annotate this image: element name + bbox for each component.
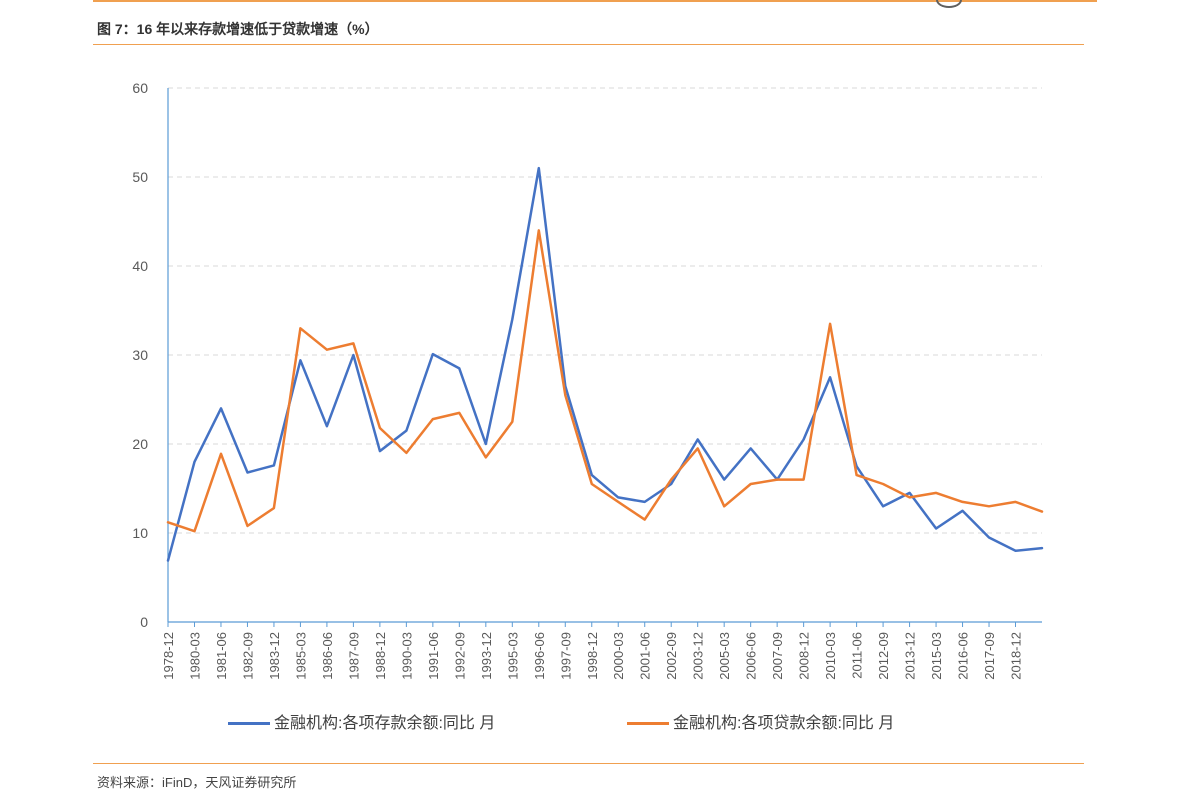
legend-item-loan: 金融机构:各项贷款余额:同比 月	[627, 709, 894, 733]
y-tick-label: 0	[140, 614, 148, 630]
legend-swatch-deposit	[228, 722, 270, 726]
x-tick-label: 1983-12	[267, 632, 282, 680]
x-tick-label: 1985-03	[293, 632, 308, 680]
series-lines	[166, 166, 1044, 562]
x-tick-label: 2015-03	[929, 632, 944, 680]
series-loan-line	[166, 229, 1044, 533]
gridlines	[168, 87, 1042, 534]
legend-label-deposit: 金融机构:各项存款余额:同比 月	[274, 715, 496, 732]
x-tick-label: 2011-06	[850, 632, 865, 679]
x-tick-label: 2010-03	[823, 632, 838, 680]
source-divider	[93, 763, 1084, 764]
x-tick-label: 2001-06	[638, 632, 653, 680]
x-tick-label: 1998-12	[585, 632, 600, 680]
y-tick-label: 20	[132, 436, 148, 452]
x-tick-label: 2007-09	[770, 632, 785, 680]
x-tick-label: 2008-12	[797, 632, 812, 680]
x-tick-label: 2005-03	[717, 632, 732, 680]
x-tick-labels: 1978-12 1980-03 1981-06 1982-09 1983-12 1985-…	[161, 632, 1024, 680]
legend-label-loan: 金融机构:各项贷款余额:同比 月	[673, 715, 895, 732]
x-tick-label: 1997-09	[558, 632, 573, 680]
x-tick-label: 2018-12	[1009, 632, 1024, 680]
x-tick-label: 1995-03	[505, 632, 520, 680]
x-tick-label: 1992-09	[452, 632, 467, 680]
x-tick-label: 1980-03	[187, 632, 202, 680]
y-tick-label: 40	[132, 258, 148, 274]
legend-item-deposit: 金融机构:各项存款余额:同比 月	[228, 709, 495, 733]
legend-swatch-loan	[627, 722, 669, 726]
x-tick-label: 1981-06	[214, 632, 229, 680]
x-tick-label: 1978-12	[161, 632, 176, 680]
title-divider	[93, 44, 1084, 45]
y-tick-labels: 0 10 20 30 40 50 60	[132, 80, 148, 630]
x-tick-label: 1996-06	[532, 632, 547, 680]
x-tick-label: 1993-12	[479, 632, 494, 680]
source-note: 资料来源：iFinD，天风证券研究所	[97, 775, 297, 790]
x-tick-label: 1990-03	[399, 632, 414, 680]
x-tick-label: 1991-06	[426, 632, 441, 680]
axes	[167, 88, 1042, 627]
series-deposit-line	[166, 166, 1044, 562]
x-tick-label: 1987-09	[346, 632, 361, 680]
x-tick-label: 2002-09	[664, 632, 679, 680]
figure-title: 图 7：16 年以来存款增速低于贷款增速（%）	[97, 21, 379, 37]
y-tick-label: 60	[132, 80, 148, 96]
x-tick-label: 1986-06	[320, 632, 335, 680]
y-tick-label: 10	[132, 525, 148, 541]
x-tick-label: 2016-06	[956, 632, 971, 680]
x-tick-label: 1982-09	[240, 632, 255, 680]
y-tick-label: 30	[132, 347, 148, 363]
x-tick-label: 2017-09	[982, 632, 997, 680]
y-tick-label: 50	[132, 169, 148, 185]
top-accent-rule	[93, 0, 1097, 2]
x-tick-label: 2006-06	[744, 632, 759, 680]
x-tick-label: 2013-12	[903, 632, 918, 680]
x-tick-label: 1988-12	[373, 632, 388, 680]
x-tick-label: 2003-12	[691, 632, 706, 680]
x-tick-label: 2012-09	[876, 632, 891, 680]
x-tick-label: 2000-03	[611, 632, 626, 680]
